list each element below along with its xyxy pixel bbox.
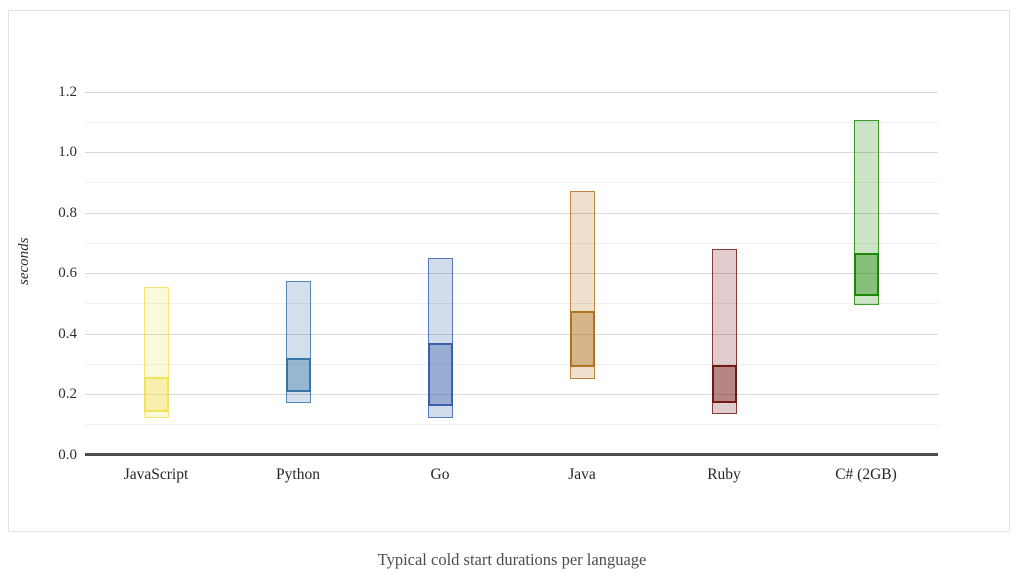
gridline-major-0.2 [85,394,938,395]
x-axis-label-java: Java [568,466,596,483]
y-tick-label-1.2: 1.2 [58,83,77,100]
gridline-minor-0.7 [85,242,938,244]
x-axis-label-ruby: Ruby [707,466,741,483]
gridline-minor-0.5 [85,303,938,305]
chart-title: Typical cold start durations per languag… [377,550,647,569]
y-tick-label-0.0: 0.0 [58,446,77,463]
gridline-minor-0.9 [85,182,938,184]
y-tick-label-0.4: 0.4 [58,325,77,342]
x-axis-label-javascript: JavaScript [123,466,189,483]
bar-core-javascript [143,377,169,413]
y-tick-label-1.0: 1.0 [58,144,77,160]
gridline-major-1.0 [85,152,938,153]
x-axis-line [85,453,938,456]
bar-range-java [569,191,595,379]
bar-core-ruby [711,365,737,404]
y-tick-label-0.8: 0.8 [58,204,77,221]
gridline-major-0.8 [85,212,938,214]
y-tick-label-0.6: 0.6 [58,265,77,281]
bar-range-python [285,280,311,404]
y-tick-label-0.2: 0.2 [58,386,77,402]
gridline-minor-0.3 [85,363,938,365]
gridline-major-1.2 [85,91,938,93]
x-axis-label-c-2gb: C# (2GB) [835,466,897,483]
gridline-major-0.6 [85,273,938,274]
y-axis-title: seconds [0,238,59,286]
bar-core-python [285,357,311,393]
bar-range-ruby [711,248,737,414]
chart-card [8,10,1010,532]
gridline-minor-1.1 [85,121,938,123]
bar-range-go [427,257,453,419]
bar-range-c-2gb [853,120,879,305]
bar-core-java [569,310,595,367]
bar-range-javascript [143,286,169,419]
gridline-minor-0.1 [85,424,938,426]
gridline-major-0.4 [85,333,938,335]
x-axis-label-python: Python [276,466,320,483]
bar-core-c-2gb [853,253,879,296]
bar-core-go [427,342,453,407]
x-axis-label-go: Go [430,466,450,483]
